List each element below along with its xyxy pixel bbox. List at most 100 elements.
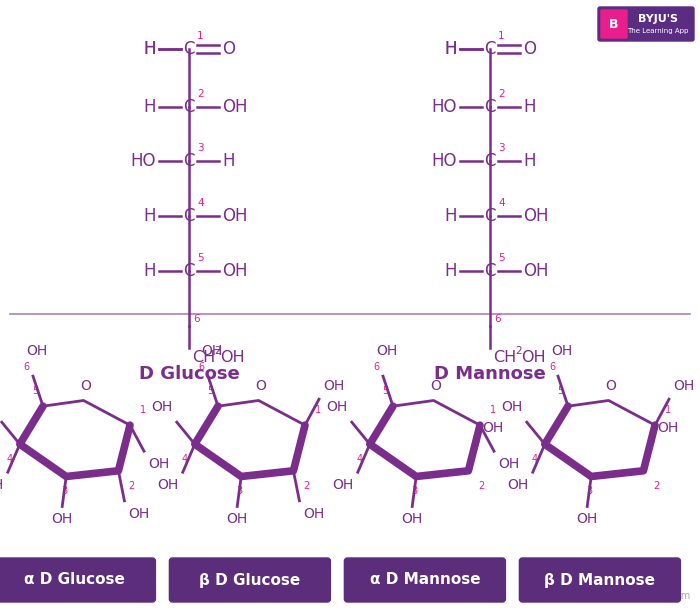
Text: C: C — [183, 207, 195, 225]
Text: 6: 6 — [494, 314, 500, 324]
Text: 3: 3 — [586, 487, 592, 496]
Text: 4: 4 — [532, 454, 538, 464]
Text: 1: 1 — [315, 405, 321, 415]
Text: 3: 3 — [498, 143, 505, 153]
Text: OH: OH — [220, 350, 244, 365]
Text: 3: 3 — [411, 487, 417, 496]
Text: H: H — [144, 207, 156, 225]
Text: 5: 5 — [206, 386, 213, 396]
Text: OH: OH — [222, 262, 248, 280]
Text: OH: OH — [326, 400, 348, 414]
Text: β D Mannose: β D Mannose — [545, 572, 655, 588]
Text: H: H — [144, 40, 156, 58]
Text: 3: 3 — [61, 487, 67, 496]
Text: 2: 2 — [653, 481, 659, 491]
Text: CH: CH — [493, 350, 517, 365]
Text: 1: 1 — [197, 30, 204, 41]
Text: OH: OH — [27, 344, 48, 358]
Text: H: H — [444, 40, 457, 58]
Text: OH: OH — [501, 400, 523, 414]
FancyBboxPatch shape — [519, 558, 680, 602]
Text: 2: 2 — [214, 346, 220, 356]
Text: CH: CH — [192, 350, 216, 365]
Text: O: O — [430, 379, 441, 393]
Text: 5: 5 — [32, 386, 38, 396]
FancyBboxPatch shape — [598, 7, 694, 41]
Text: OH: OH — [482, 421, 503, 435]
Text: C: C — [484, 262, 496, 280]
Text: OH: OH — [657, 421, 678, 435]
Text: α D Mannose: α D Mannose — [370, 572, 480, 588]
Text: D Glucose: D Glucose — [139, 365, 239, 383]
Text: 2: 2 — [478, 481, 484, 491]
Text: 2: 2 — [515, 346, 522, 356]
Text: 6: 6 — [374, 362, 380, 372]
Text: C: C — [183, 40, 195, 58]
Text: OH: OH — [128, 507, 150, 521]
Text: 6: 6 — [24, 362, 30, 372]
Text: OH: OH — [151, 400, 173, 414]
Text: OH: OH — [498, 457, 519, 471]
Text: OH: OH — [552, 344, 573, 358]
Text: 2: 2 — [303, 481, 309, 491]
Text: H: H — [444, 262, 457, 280]
Text: H: H — [523, 152, 536, 171]
Text: H: H — [222, 152, 235, 171]
Text: O: O — [256, 379, 266, 393]
Text: 5: 5 — [498, 253, 505, 263]
Text: 4: 4 — [357, 454, 363, 464]
Text: D Mannose: D Mannose — [434, 365, 546, 383]
Text: OH: OH — [158, 478, 178, 492]
Text: H: H — [444, 40, 457, 58]
Text: 5: 5 — [197, 253, 204, 263]
Text: 4: 4 — [7, 454, 13, 464]
Text: C: C — [484, 97, 496, 116]
Text: O: O — [222, 40, 235, 58]
Text: HO: HO — [431, 97, 457, 116]
Text: BYJU'S: BYJU'S — [638, 13, 678, 24]
Text: OH: OH — [402, 513, 423, 526]
Text: C: C — [484, 152, 496, 171]
Text: C: C — [183, 262, 195, 280]
Text: 3: 3 — [197, 143, 204, 153]
FancyBboxPatch shape — [169, 558, 330, 602]
Text: H: H — [523, 97, 536, 116]
Text: 1: 1 — [490, 405, 496, 415]
Text: C: C — [484, 207, 496, 225]
Text: OH: OH — [521, 350, 545, 365]
Text: 2: 2 — [128, 481, 134, 491]
Text: OH: OH — [52, 513, 73, 526]
Text: H: H — [144, 97, 156, 116]
Text: OH: OH — [508, 478, 528, 492]
Text: O: O — [80, 379, 91, 393]
Text: 1: 1 — [498, 30, 505, 41]
Text: OH: OH — [222, 207, 248, 225]
Text: OH: OH — [227, 513, 248, 526]
Text: OH: OH — [148, 457, 169, 471]
FancyBboxPatch shape — [344, 558, 505, 602]
Text: H: H — [144, 262, 156, 280]
Text: 6: 6 — [193, 314, 199, 324]
Text: B: B — [609, 18, 619, 30]
Text: 3: 3 — [236, 487, 242, 496]
Text: C: C — [484, 40, 496, 58]
Text: OH: OH — [377, 344, 398, 358]
Text: C: C — [183, 152, 195, 171]
Text: O: O — [606, 379, 616, 393]
Text: H: H — [144, 40, 156, 58]
Text: β D Glucose: β D Glucose — [199, 572, 300, 588]
FancyBboxPatch shape — [601, 10, 627, 38]
Text: C: C — [183, 97, 195, 116]
Text: OH: OH — [577, 513, 598, 526]
Text: OH: OH — [202, 344, 223, 358]
Text: 6: 6 — [549, 362, 555, 372]
Text: HO: HO — [130, 152, 156, 171]
Text: H: H — [444, 207, 457, 225]
Text: O: O — [523, 40, 536, 58]
Text: The Learning App: The Learning App — [627, 27, 689, 33]
Text: OH: OH — [673, 379, 694, 393]
Text: 2: 2 — [197, 88, 204, 99]
Text: OH: OH — [0, 478, 4, 492]
Text: 6: 6 — [199, 362, 205, 372]
Text: OH: OH — [303, 507, 325, 521]
